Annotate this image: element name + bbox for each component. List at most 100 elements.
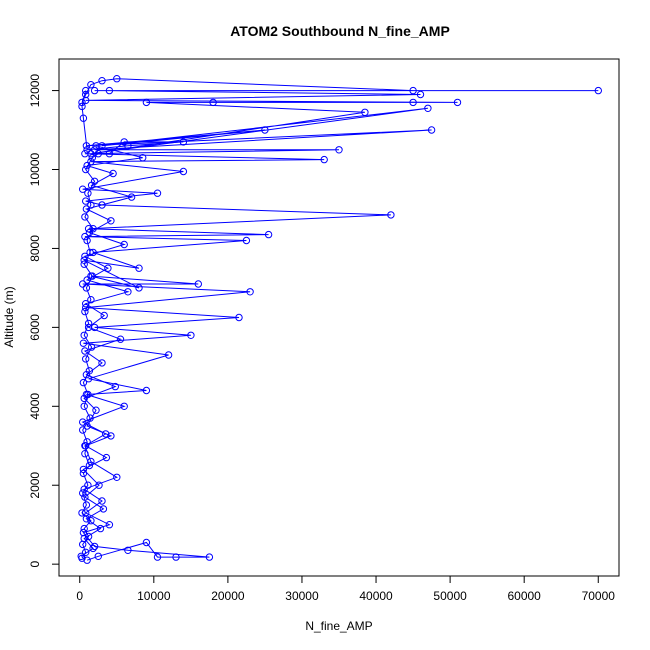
data-point — [246, 288, 254, 296]
data-point — [81, 493, 89, 501]
data-point — [92, 142, 100, 150]
data-point — [83, 422, 91, 430]
data-point — [179, 167, 188, 176]
data-point — [82, 501, 91, 509]
data-point — [79, 114, 88, 122]
chart-title: ATOM2 Southbound N_fine_AMP — [230, 23, 450, 39]
data-point — [82, 515, 91, 523]
data-point — [79, 339, 88, 347]
data-point — [116, 335, 125, 343]
x-tick-label: 60000 — [507, 589, 541, 603]
data-point — [82, 442, 90, 450]
data-point — [427, 126, 436, 134]
data-point — [94, 150, 103, 158]
data-point — [79, 426, 87, 434]
data-point — [264, 230, 273, 239]
data-point — [453, 98, 462, 107]
data-point — [81, 307, 89, 316]
data-point — [79, 418, 87, 426]
data-point — [98, 497, 106, 505]
data-point — [87, 343, 96, 351]
data-point — [84, 319, 93, 328]
data-point — [77, 552, 85, 560]
data-point — [87, 81, 95, 89]
data-point — [179, 138, 188, 146]
data-point — [79, 280, 87, 288]
data-point — [80, 331, 88, 339]
data-point — [109, 169, 117, 178]
data-point — [81, 213, 89, 221]
data-point — [81, 347, 89, 355]
data-point — [80, 524, 88, 533]
y-tick-label: 8000 — [28, 235, 42, 262]
data-point — [83, 276, 91, 284]
data-point — [94, 552, 103, 560]
data-point — [153, 553, 162, 561]
x-tick-label: 20000 — [211, 589, 245, 603]
data-point — [81, 232, 89, 241]
series-layer — [77, 75, 602, 564]
x-tick-label: 0 — [76, 589, 83, 603]
data-point — [81, 252, 89, 260]
data-point — [99, 505, 108, 513]
data-point — [124, 546, 132, 554]
data-point — [85, 228, 94, 237]
data-point — [87, 296, 95, 304]
data-point — [409, 98, 417, 107]
data-point — [80, 485, 88, 493]
data-point — [113, 75, 121, 83]
data-point — [80, 394, 88, 403]
data-point — [194, 280, 203, 288]
x-tick-label: 70000 — [582, 589, 616, 603]
y-tick-label: 6000 — [28, 314, 42, 341]
data-point — [87, 150, 95, 158]
data-point — [361, 108, 369, 117]
data-point — [84, 390, 92, 399]
data-point — [124, 142, 132, 150]
data-point — [135, 264, 143, 272]
y-tick-label: 12000 — [28, 74, 42, 108]
data-point — [82, 548, 90, 556]
data-point — [83, 556, 91, 564]
series-line-0 — [81, 78, 599, 561]
y-tick-label: 0 — [28, 561, 42, 568]
data-point — [79, 489, 87, 497]
data-point — [78, 509, 86, 517]
data-point — [105, 86, 114, 95]
data-point — [153, 189, 162, 197]
data-point — [142, 98, 151, 107]
data-point — [90, 86, 99, 95]
data-point — [164, 351, 173, 359]
data-point — [79, 465, 88, 474]
data-point — [92, 406, 100, 414]
data-point — [86, 248, 94, 257]
data-point — [82, 355, 90, 363]
data-point — [98, 201, 106, 209]
data-point — [105, 521, 114, 529]
data-point — [82, 86, 90, 95]
data-point — [120, 402, 128, 410]
data-point — [594, 86, 602, 95]
data-point — [96, 524, 105, 533]
data-point — [102, 453, 111, 462]
x-axis: 0 10000 20000 30000 40000 50000 60000 70000 — [76, 575, 616, 603]
data-point — [104, 264, 112, 272]
data-point — [84, 323, 93, 332]
data-point — [84, 189, 92, 197]
data-point — [98, 77, 106, 85]
data-point — [235, 313, 243, 322]
data-point — [89, 544, 97, 553]
y-axis: 0 2000 4000 6000 8000 10000 12000 — [28, 74, 60, 568]
data-point — [83, 146, 91, 154]
data-point — [82, 300, 90, 308]
data-point — [127, 193, 136, 201]
data-point — [82, 284, 91, 292]
data-point — [84, 225, 93, 233]
x-axis-label: N_fine_AMP — [305, 619, 372, 633]
data-point — [79, 378, 88, 387]
data-point — [82, 197, 90, 205]
data-point — [79, 185, 87, 193]
data-point — [261, 126, 269, 134]
data-point — [335, 146, 343, 154]
data-point — [424, 104, 432, 113]
